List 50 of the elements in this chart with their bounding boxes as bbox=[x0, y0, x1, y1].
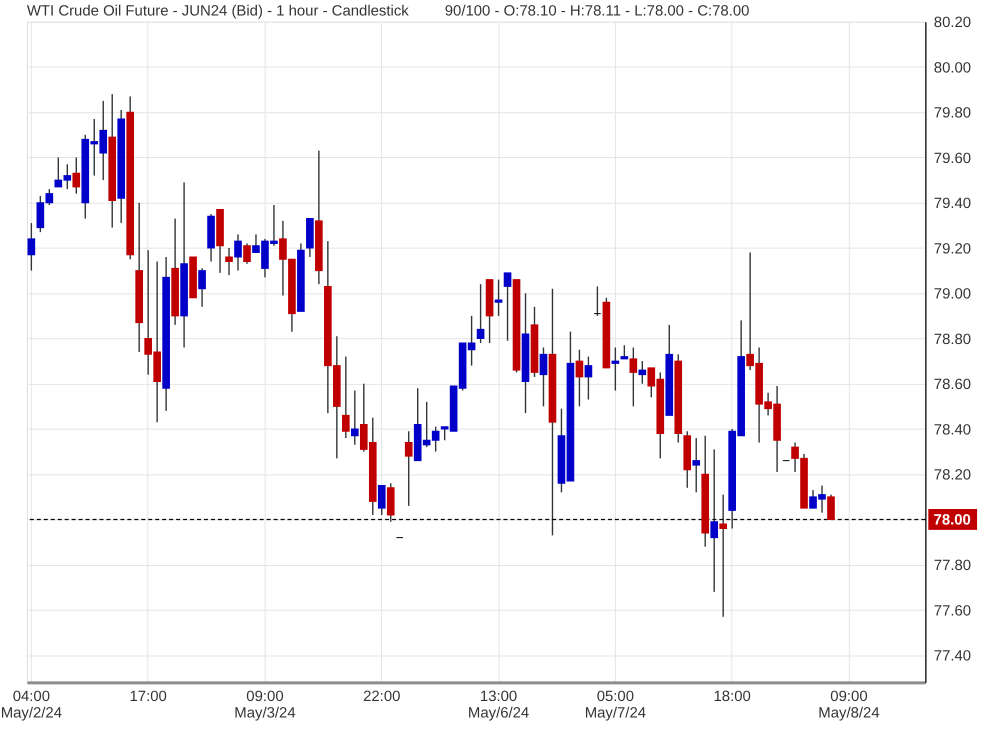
y-tick-label: 78.20 bbox=[934, 466, 972, 484]
candlestick bbox=[378, 484, 386, 516]
x-tick-label: 09:00 May/8/24 bbox=[818, 688, 880, 722]
chart-title: WTI Crude Oil Future - JUN24 (Bid) - 1 hour - Candlestick bbox=[26, 2, 410, 20]
x-tick-label: 04:00 May/2/24 bbox=[0, 688, 62, 722]
text: 90/100 - O:78.10 - H:78.11 - L:78.00 - C:78.00 bbox=[444, 2, 750, 20]
y-tick-label: 79.20 bbox=[934, 240, 972, 258]
candlestick bbox=[594, 286, 602, 317]
candlestick bbox=[620, 344, 628, 360]
x-tick-label: 05:00 May/7/24 bbox=[584, 688, 646, 722]
candlestick bbox=[476, 283, 484, 344]
ref-line-label: 78.00 bbox=[934, 511, 971, 528]
candlestick bbox=[719, 494, 728, 618]
candlestick bbox=[404, 430, 413, 507]
y-tick-label: 78.60 bbox=[934, 376, 972, 394]
x-tick-label: 18:00 bbox=[714, 688, 751, 705]
candlestick bbox=[576, 349, 584, 408]
candlestick bbox=[692, 437, 700, 494]
candlestick bbox=[504, 272, 512, 342]
x-tick-label: 09:00 May/3/24 bbox=[234, 688, 296, 722]
candlestick bbox=[342, 356, 350, 439]
x-tick-label: 17:00 bbox=[130, 688, 167, 705]
candlestick bbox=[494, 278, 502, 317]
y-tick-label: 77.40 bbox=[934, 648, 972, 665]
y-tick-label: 79.00 bbox=[934, 286, 972, 303]
candlestick bbox=[827, 494, 835, 520]
y-tick-label: 77.80 bbox=[934, 557, 972, 574]
y-tick-label: 79.40 bbox=[934, 195, 972, 212]
x-tick-label: 13:00 May/6/24 bbox=[468, 688, 530, 722]
candlestick bbox=[638, 360, 646, 384]
y-tick-label: 77.60 bbox=[934, 602, 972, 620]
y-tick-label: 78.80 bbox=[934, 330, 972, 348]
y-tick-label: 79.80 bbox=[934, 104, 972, 122]
candlestick bbox=[630, 346, 638, 408]
candlestick bbox=[225, 247, 233, 276]
candlestick bbox=[350, 390, 359, 446]
y-tick-label: 78.40 bbox=[934, 421, 972, 438]
y-tick-label: 80.20 bbox=[934, 14, 972, 32]
candlestick bbox=[710, 448, 718, 593]
y-tick-label: 80.00 bbox=[934, 59, 972, 76]
candlestick bbox=[243, 242, 251, 265]
y-tick-label: 79.60 bbox=[934, 150, 972, 167]
candlestick bbox=[72, 156, 80, 194]
candlestick bbox=[28, 222, 36, 272]
x-tick-label: 22:00 bbox=[363, 688, 400, 705]
candlestick bbox=[612, 346, 620, 392]
candlestick bbox=[584, 356, 592, 400]
candlestick bbox=[198, 268, 206, 308]
candlestick bbox=[540, 346, 548, 408]
candlestick bbox=[234, 234, 242, 272]
